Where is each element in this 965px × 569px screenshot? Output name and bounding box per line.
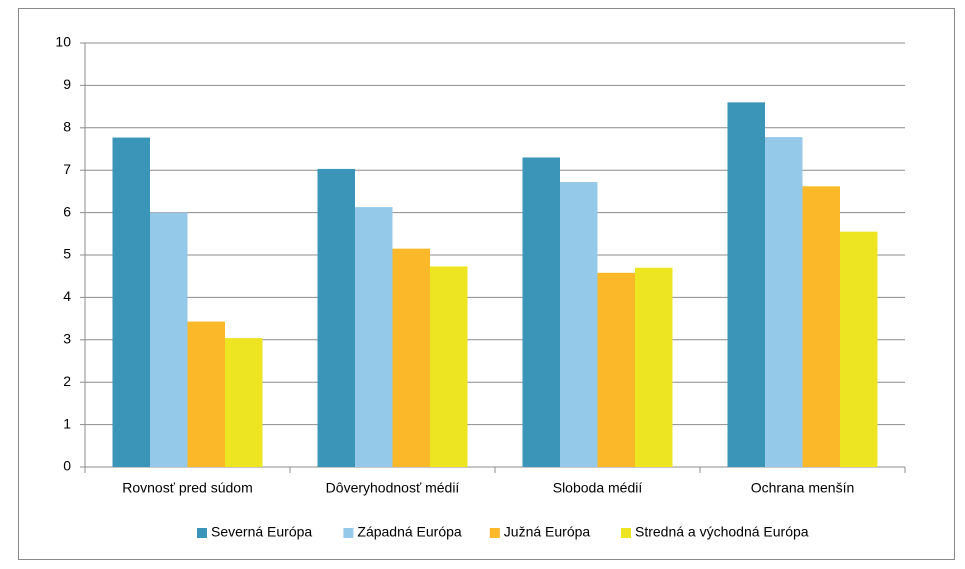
- legend-label: Južná Európa: [504, 524, 591, 540]
- bar: [187, 321, 225, 467]
- bar: [560, 182, 598, 467]
- bar: [522, 157, 560, 468]
- bar: [392, 248, 430, 467]
- legend-label: Severná Európa: [211, 524, 312, 540]
- legend-label: Stredná a východná Európa: [635, 524, 809, 540]
- bar: [317, 168, 355, 468]
- y-tick-label: 3: [63, 331, 71, 347]
- legend-label: Západná Európa: [357, 524, 462, 540]
- bar: [355, 207, 393, 467]
- legend-swatch: [489, 528, 500, 538]
- x-tick-label: Rovnosť pred súdom: [122, 480, 253, 496]
- bar: [112, 137, 150, 467]
- bar: [727, 102, 765, 468]
- y-tick-label: 10: [55, 34, 71, 50]
- x-tick-label: Ochrana menšín: [751, 480, 855, 496]
- bar: [225, 338, 263, 467]
- y-tick-label: 2: [63, 373, 71, 389]
- bar: [765, 137, 803, 468]
- x-tick-label: Sloboda médií: [553, 480, 643, 496]
- y-tick-label: 9: [63, 76, 71, 92]
- y-tick-label: 1: [63, 415, 71, 431]
- legend-swatch: [621, 528, 631, 538]
- legend-swatch: [197, 528, 207, 538]
- bar: [150, 212, 188, 467]
- y-tick-label: 6: [63, 203, 71, 219]
- bar: [635, 267, 673, 467]
- y-tick-label: 7: [63, 161, 71, 177]
- y-tick-label: 5: [63, 246, 71, 262]
- bar: [802, 186, 840, 467]
- x-tick-label: Dôveryhodnosť médií: [326, 480, 460, 496]
- y-tick-label: 0: [63, 458, 71, 474]
- y-tick-label: 8: [63, 119, 71, 135]
- bar: [597, 272, 635, 467]
- bar: [430, 266, 468, 467]
- y-tick-label: 4: [63, 288, 71, 304]
- legend-swatch: [343, 528, 354, 538]
- bar: [840, 231, 878, 467]
